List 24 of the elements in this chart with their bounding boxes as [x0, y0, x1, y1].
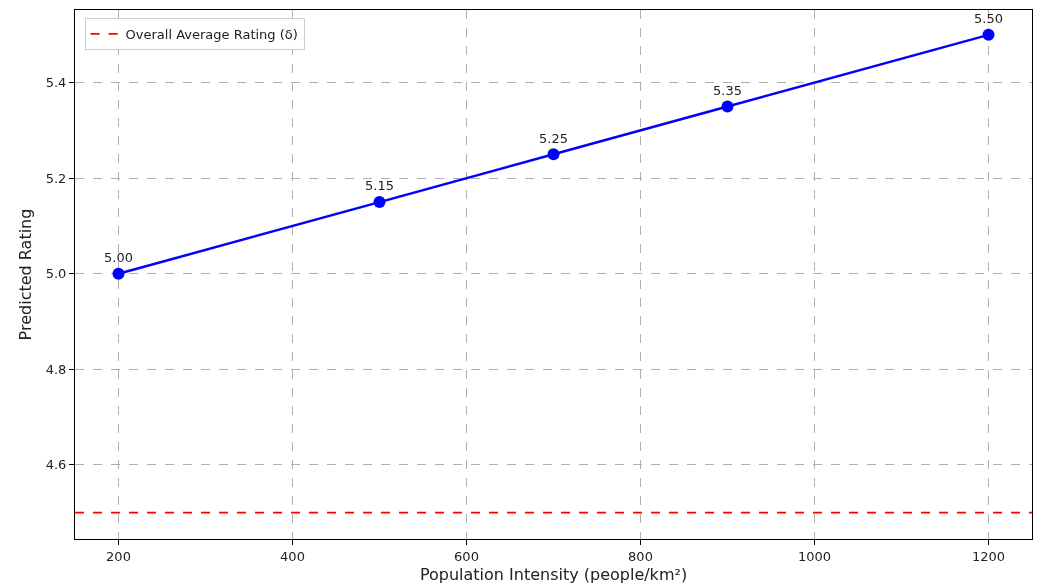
y-tick-label: 5.4 [45, 75, 67, 91]
y-tick-label: 5.0 [45, 266, 67, 282]
y-axis-title: Predicted Rating [15, 208, 35, 341]
point [373, 196, 386, 209]
x-tick-label: 200 [106, 548, 131, 564]
y-tick-label: 5.2 [45, 170, 67, 186]
y-tick-label: 4.6 [45, 457, 67, 473]
point [112, 267, 125, 280]
x-axis-title: Population Intensity (people/km²) [419, 565, 688, 585]
data-label: 5.25 [539, 130, 568, 146]
point [721, 100, 734, 113]
legend-label: Overall Average Rating (δ) [125, 26, 298, 42]
data-label: 5.35 [713, 82, 742, 98]
x-tick-label: 1200 [971, 548, 1006, 564]
point [982, 28, 995, 41]
data-label: 5.00 [104, 250, 133, 266]
x-tick-label: 1000 [797, 548, 832, 564]
y-tick-label: 4.8 [45, 361, 67, 377]
data-label: 5.15 [365, 178, 394, 194]
x-tick-label: 800 [628, 548, 653, 564]
x-tick-label: 400 [280, 548, 305, 564]
data-label: 5.50 [974, 11, 1003, 27]
point [547, 148, 560, 161]
x-tick-label: 600 [454, 548, 479, 564]
